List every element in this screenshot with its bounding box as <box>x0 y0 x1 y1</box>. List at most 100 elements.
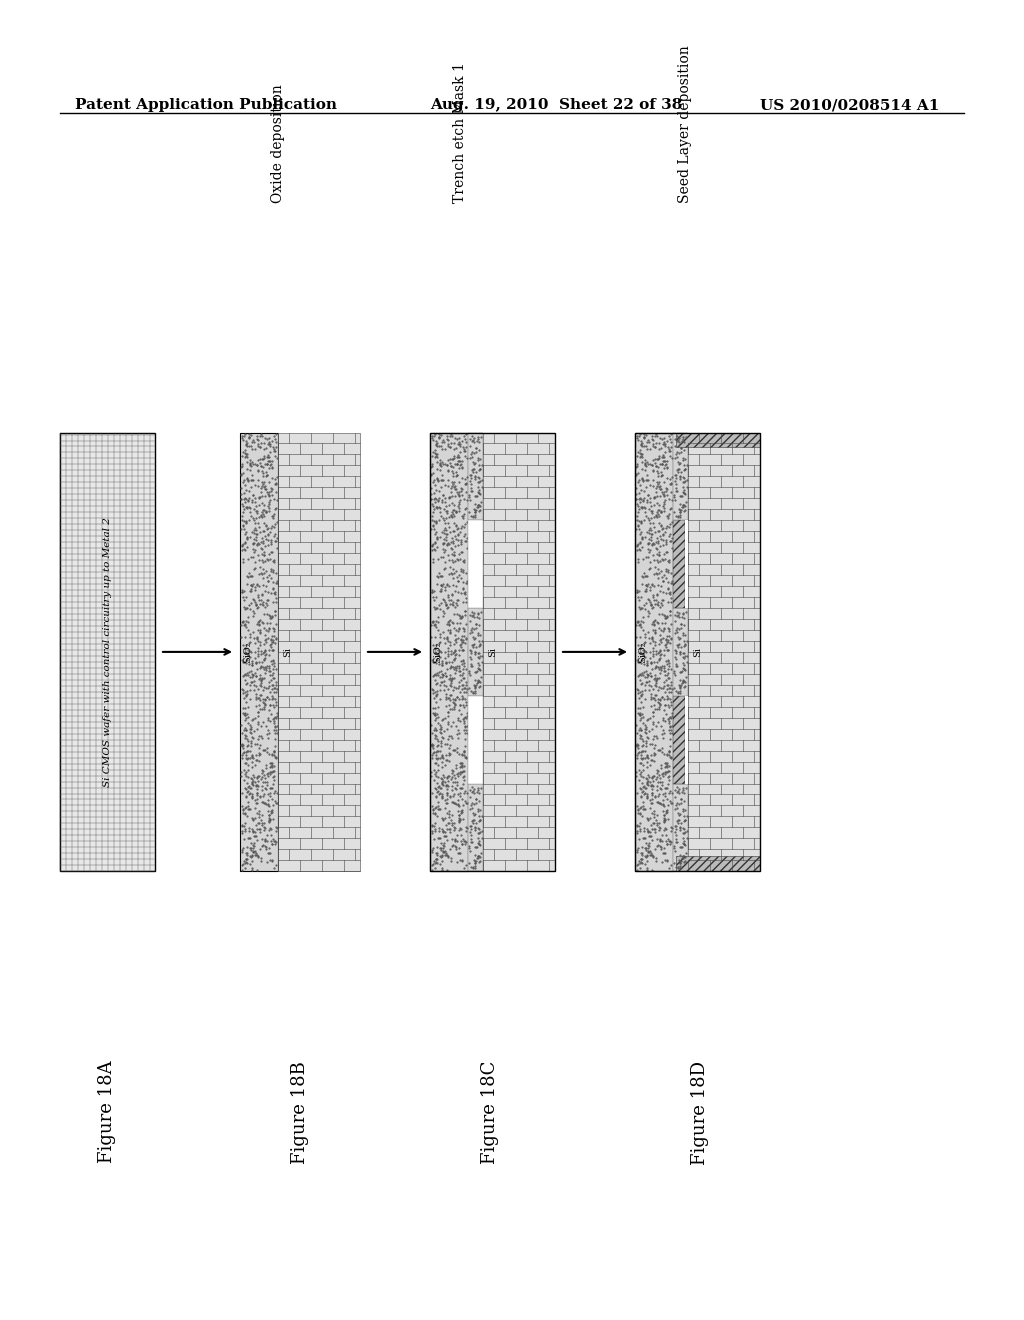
Point <box>454 834 470 855</box>
Point <box>658 630 675 651</box>
Point <box>240 697 256 718</box>
Point <box>234 783 251 804</box>
Point <box>646 726 663 747</box>
Point <box>253 657 269 678</box>
Point <box>451 639 467 660</box>
Point <box>669 442 685 463</box>
Point <box>463 816 479 837</box>
Point <box>433 840 450 861</box>
Point <box>435 721 452 742</box>
Point <box>249 523 265 544</box>
Point <box>432 722 449 743</box>
Point <box>425 502 441 523</box>
Point <box>642 825 658 846</box>
Point <box>658 541 675 562</box>
Bar <box>635 433 760 871</box>
Point <box>239 684 255 705</box>
Point <box>427 638 443 659</box>
Point <box>435 539 452 560</box>
Point <box>454 755 470 776</box>
Point <box>250 429 266 450</box>
Point <box>659 793 676 814</box>
Point <box>658 801 675 822</box>
Point <box>266 715 283 737</box>
Point <box>459 528 475 549</box>
Point <box>464 797 480 818</box>
Point <box>663 780 679 801</box>
Point <box>261 484 278 506</box>
Point <box>253 478 269 499</box>
Point <box>434 454 451 475</box>
Point <box>238 797 254 818</box>
Point <box>457 440 473 461</box>
Point <box>664 792 680 813</box>
Point <box>242 675 258 696</box>
Point <box>467 500 483 521</box>
Point <box>645 533 662 554</box>
Point <box>631 759 647 780</box>
Point <box>452 548 468 569</box>
Point <box>663 587 679 609</box>
Point <box>442 631 459 652</box>
Point <box>436 590 453 611</box>
Point <box>263 532 280 553</box>
Point <box>466 675 482 696</box>
Point <box>427 615 443 636</box>
Point <box>237 474 253 495</box>
Point <box>441 610 458 631</box>
Point <box>438 614 455 635</box>
Point <box>252 425 268 446</box>
Point <box>638 837 654 858</box>
Point <box>470 428 486 449</box>
Point <box>653 595 670 616</box>
Point <box>470 603 486 624</box>
Point <box>447 454 464 475</box>
Point <box>434 783 451 804</box>
Point <box>268 424 285 445</box>
Point <box>455 639 471 660</box>
Point <box>444 772 461 793</box>
Point <box>639 709 655 730</box>
Point <box>647 671 664 692</box>
Point <box>676 479 692 500</box>
Point <box>637 632 653 653</box>
Point <box>458 659 474 680</box>
Point <box>446 630 463 651</box>
Point <box>241 426 257 447</box>
Point <box>653 429 670 450</box>
Point <box>429 537 445 558</box>
Point <box>678 602 694 623</box>
Point <box>640 533 656 554</box>
Point <box>256 433 272 454</box>
Point <box>656 433 673 454</box>
Point <box>241 661 257 682</box>
Point <box>248 593 264 614</box>
Point <box>237 651 253 672</box>
Point <box>629 816 645 837</box>
Point <box>451 484 467 506</box>
Point <box>637 454 653 475</box>
Point <box>466 607 482 628</box>
Point <box>662 830 678 851</box>
Point <box>635 767 651 788</box>
Point <box>258 528 274 549</box>
Point <box>647 640 664 661</box>
Point <box>441 516 458 537</box>
Point <box>426 499 442 520</box>
Point <box>250 450 266 471</box>
Point <box>656 488 673 510</box>
Point <box>629 821 645 842</box>
Point <box>264 484 281 506</box>
Point <box>673 812 689 833</box>
Point <box>639 576 655 597</box>
Point <box>637 741 653 762</box>
Point <box>656 521 673 543</box>
Point <box>250 583 266 605</box>
Point <box>655 655 672 676</box>
Point <box>639 845 655 866</box>
Point <box>266 440 283 461</box>
Point <box>256 816 272 837</box>
Point <box>249 586 265 607</box>
Point <box>455 760 471 781</box>
Point <box>444 739 461 760</box>
